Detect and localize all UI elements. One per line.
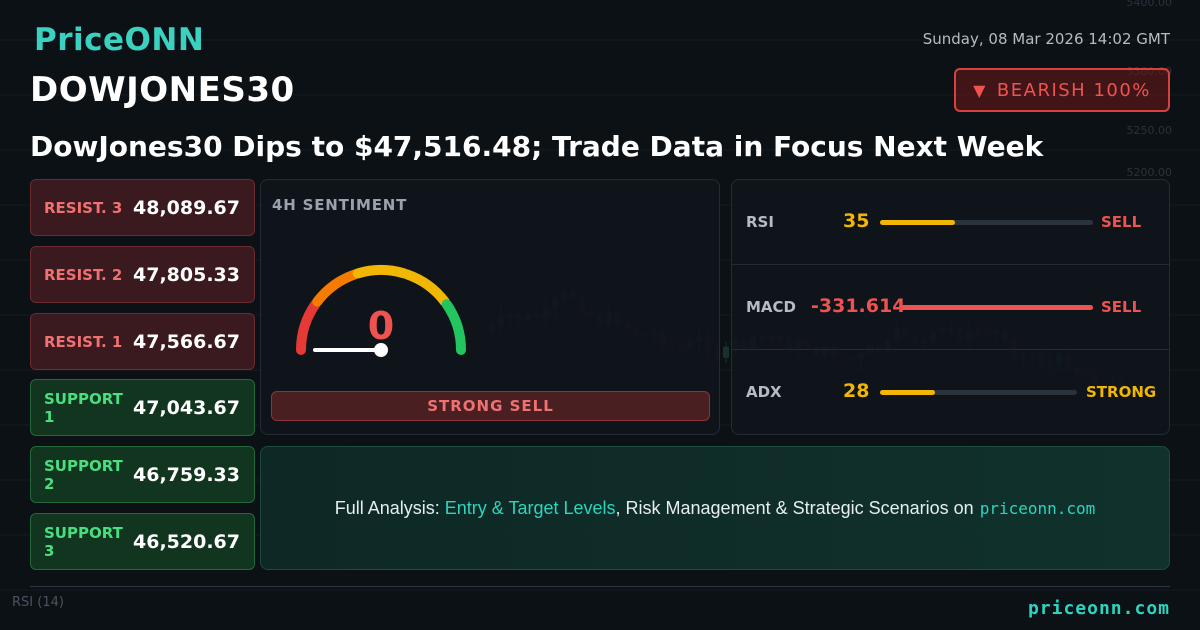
level-label: RESIST. 2 [44, 265, 123, 284]
indicator-signal: STRONG [1086, 383, 1157, 401]
background-rsi-label: RSI (14) [12, 595, 64, 610]
background-price-label: 5200.00 [1127, 166, 1173, 179]
indicator-signal: SELL [1101, 298, 1142, 316]
gauge-hub [374, 343, 388, 357]
indicator-name: MACD [746, 298, 796, 316]
bearish-badge: ▼ BEARISH 100% [954, 68, 1170, 112]
gauge-arc-segment [441, 299, 466, 355]
indicator-fill [880, 390, 936, 395]
level-value: 48,089.67 [133, 196, 240, 219]
gauge-score: 0 [368, 304, 394, 348]
sentiment-panel: 4H SENTIMENT 0 STRONG SELL [260, 179, 720, 435]
footer-divider [30, 586, 1170, 587]
sentiment-verdict: STRONG SELL [271, 391, 710, 421]
level-label: RESIST. 3 [44, 198, 123, 217]
background-candle [723, 346, 729, 358]
sentiment-title: 4H SENTIMENT [272, 196, 408, 214]
level-support-2: SUPPORT 2 46,759.33 [30, 446, 255, 503]
indicator-track [880, 220, 1093, 225]
indicator-row-adx: ADX 28 STRONG [732, 350, 1169, 435]
level-value: 47,566.67 [133, 330, 240, 353]
gauge-arc-segment [296, 299, 321, 355]
level-label: SUPPORT 1 [44, 389, 123, 426]
cta-site-link[interactable]: priceonn.com [979, 498, 1096, 518]
level-value: 47,805.33 [133, 263, 240, 286]
background-price-label: 5250.00 [1127, 124, 1173, 137]
indicator-name: ADX [746, 383, 782, 401]
indicator-row-macd: MACD -331.614 SELL [732, 265, 1169, 350]
indicator-fill [899, 305, 1093, 310]
level-value: 47,043.67 [133, 396, 240, 419]
indicator-panel: RSI 35 SELL MACD -331.614 SELL ADX 28 ST… [731, 179, 1170, 435]
level-value: 46,759.33 [133, 463, 240, 486]
sentiment-gauge: 0 [296, 265, 466, 357]
level-label: RESIST. 1 [44, 332, 123, 351]
indicator-name: RSI [746, 213, 774, 231]
brand-logo: PriceONN [34, 22, 205, 58]
level-label: SUPPORT 3 [44, 523, 123, 560]
down-arrow-icon: ▼ [973, 80, 987, 100]
gauge-arc-segment [312, 269, 360, 307]
level-resist-2: RESIST. 2 47,805.33 [30, 246, 255, 303]
footer-site-link[interactable]: priceonn.com [1027, 598, 1170, 619]
cta-highlight: Entry & Target Levels [444, 497, 616, 518]
cta-prefix: Full Analysis: [334, 497, 445, 518]
background-price-label: 5400.00 [1127, 0, 1173, 9]
level-support-1: SUPPORT 1 47,043.67 [30, 379, 255, 436]
gauge-arc-segment [402, 269, 450, 307]
indicator-row-rsi: RSI 35 SELL [732, 180, 1169, 265]
indicator-fill [880, 220, 955, 225]
level-resist-1: RESIST. 1 47,566.67 [30, 313, 255, 370]
cta-suffix: , Risk Management & Strategic Scenarios … [615, 497, 974, 518]
indicator-signal: SELL [1101, 213, 1142, 231]
headline: DowJones30 Dips to $47,516.48; Trade Dat… [30, 130, 1044, 163]
indicator-value: 35 [843, 210, 870, 232]
indicator-track [880, 390, 1077, 395]
badge-label: BEARISH 100% [996, 79, 1151, 101]
symbol-title: DOWJONES30 [30, 70, 295, 110]
full-analysis-banner[interactable]: Full Analysis: Entry & Target Levels , R… [260, 446, 1170, 570]
indicator-value: -331.614 [811, 295, 906, 317]
level-value: 46,520.67 [133, 530, 240, 553]
indicator-track [899, 305, 1093, 310]
level-support-3: SUPPORT 3 46,520.67 [30, 513, 255, 570]
gauge-arc [296, 265, 466, 355]
indicator-value: 28 [843, 380, 870, 402]
datetime-label: Sunday, 08 Mar 2026 14:02 GMT [922, 30, 1170, 48]
level-resist-3: RESIST. 3 48,089.67 [30, 179, 255, 236]
gauge-arc-segment [352, 265, 410, 279]
level-label: SUPPORT 2 [44, 456, 123, 493]
